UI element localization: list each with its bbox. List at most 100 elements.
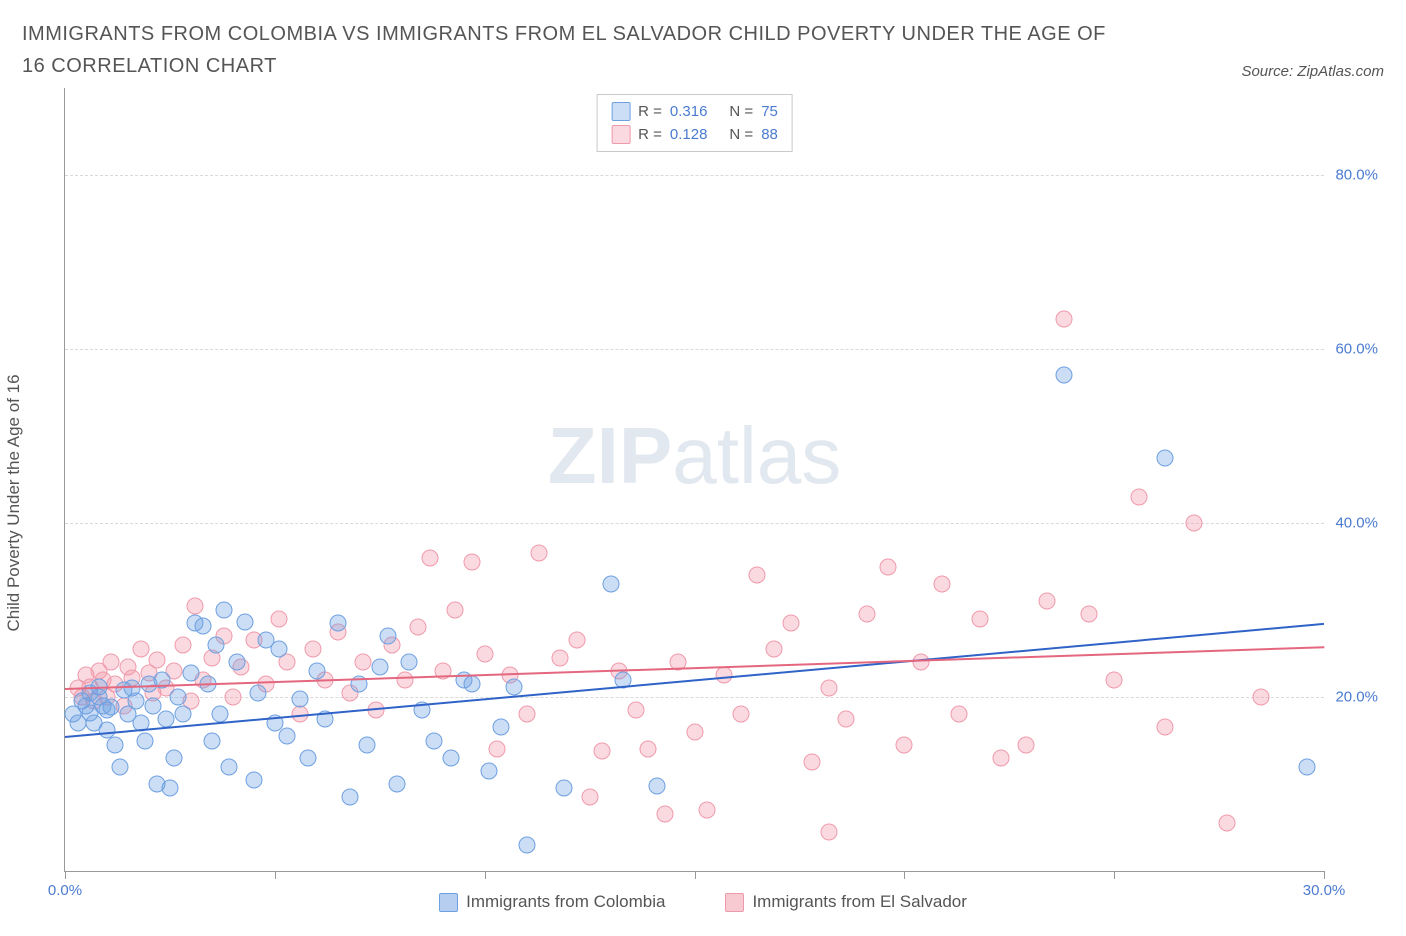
data-point: [107, 736, 124, 753]
legend-swatch: [439, 893, 458, 912]
n-value: 88: [761, 126, 778, 143]
data-point: [132, 641, 149, 658]
data-point: [1055, 310, 1072, 327]
data-point: [422, 549, 439, 566]
x-tick: [65, 871, 66, 879]
data-point: [279, 728, 296, 745]
data-point: [103, 654, 120, 671]
data-point: [208, 636, 225, 653]
data-point: [354, 654, 371, 671]
data-point: [212, 706, 229, 723]
data-point: [359, 736, 376, 753]
data-point: [371, 658, 388, 675]
data-point: [766, 641, 783, 658]
data-point: [329, 615, 346, 632]
data-point: [443, 749, 460, 766]
chart-container: Child Poverty Under the Age of 16 ZIPatl…: [22, 88, 1384, 918]
data-point: [170, 689, 187, 706]
data-point: [224, 689, 241, 706]
data-point: [203, 732, 220, 749]
data-point: [237, 614, 254, 631]
data-point: [187, 597, 204, 614]
data-point: [304, 641, 321, 658]
data-point: [426, 732, 443, 749]
data-point: [858, 606, 875, 623]
data-point: [493, 719, 510, 736]
data-point: [149, 652, 166, 669]
data-point: [518, 836, 535, 853]
data-point: [380, 628, 397, 645]
data-point: [1253, 689, 1270, 706]
data-point: [950, 706, 967, 723]
data-point: [1219, 815, 1236, 832]
data-point: [103, 699, 120, 716]
x-tick: [1114, 871, 1115, 879]
data-point: [804, 754, 821, 771]
legend-swatch: [611, 125, 630, 144]
watermark: ZIPatlas: [548, 410, 841, 502]
data-point: [992, 749, 1009, 766]
data-point: [837, 710, 854, 727]
data-point: [476, 645, 493, 662]
data-point: [245, 771, 262, 788]
data-point: [879, 558, 896, 575]
chart-title: IMMIGRANTS FROM COLOMBIA VS IMMIGRANTS F…: [22, 18, 1122, 82]
r-label: R =: [638, 126, 662, 143]
data-point: [820, 680, 837, 697]
chart-header: IMMIGRANTS FROM COLOMBIA VS IMMIGRANTS F…: [22, 18, 1384, 82]
y-tick-label: 60.0%: [1335, 341, 1378, 358]
y-tick-label: 20.0%: [1335, 689, 1378, 706]
data-point: [401, 654, 418, 671]
data-point: [128, 693, 145, 710]
data-point: [300, 749, 317, 766]
data-point: [934, 575, 951, 592]
data-point: [489, 741, 506, 758]
data-point: [1156, 449, 1173, 466]
r-value: 0.316: [670, 103, 708, 120]
data-point: [552, 649, 569, 666]
data-point: [1039, 593, 1056, 610]
trend-line: [65, 647, 1324, 691]
correlation-row: R =0.128N =88: [611, 123, 778, 146]
data-point: [229, 654, 246, 671]
data-point: [464, 554, 481, 571]
data-point: [271, 610, 288, 627]
data-point: [556, 780, 573, 797]
data-point: [271, 641, 288, 658]
gridline: [65, 175, 1324, 176]
legend-label: Immigrants from Colombia: [466, 892, 665, 912]
chart-source: Source: ZipAtlas.com: [1241, 63, 1384, 80]
data-point: [1131, 488, 1148, 505]
data-point: [111, 758, 128, 775]
data-point: [220, 758, 237, 775]
data-point: [250, 684, 267, 701]
data-point: [657, 806, 674, 823]
legend-bottom: Immigrants from Colombia Immigrants from …: [22, 892, 1384, 912]
correlation-legend: R =0.316N =75R =0.128N =88: [596, 94, 793, 152]
data-point: [732, 706, 749, 723]
data-point: [464, 675, 481, 692]
data-point: [568, 632, 585, 649]
data-point: [1156, 719, 1173, 736]
watermark-light: atlas: [672, 411, 841, 500]
x-tick: [485, 871, 486, 879]
y-axis-label: Child Poverty Under the Age of 16: [4, 374, 24, 631]
legend-label: Immigrants from El Salvador: [752, 892, 966, 912]
legend-item: Immigrants from Colombia: [439, 892, 665, 912]
data-point: [506, 678, 523, 695]
legend-swatch: [611, 102, 630, 121]
data-point: [308, 662, 325, 679]
x-tick: [1324, 871, 1325, 879]
data-point: [627, 702, 644, 719]
legend-item: Immigrants from El Salvador: [725, 892, 966, 912]
data-point: [820, 823, 837, 840]
x-tick: [275, 871, 276, 879]
data-point: [292, 690, 309, 707]
data-point: [913, 654, 930, 671]
r-label: R =: [638, 103, 662, 120]
data-point: [783, 615, 800, 632]
correlation-row: R =0.316N =75: [611, 100, 778, 123]
y-tick-label: 80.0%: [1335, 167, 1378, 184]
n-label: N =: [729, 103, 753, 120]
data-point: [447, 602, 464, 619]
